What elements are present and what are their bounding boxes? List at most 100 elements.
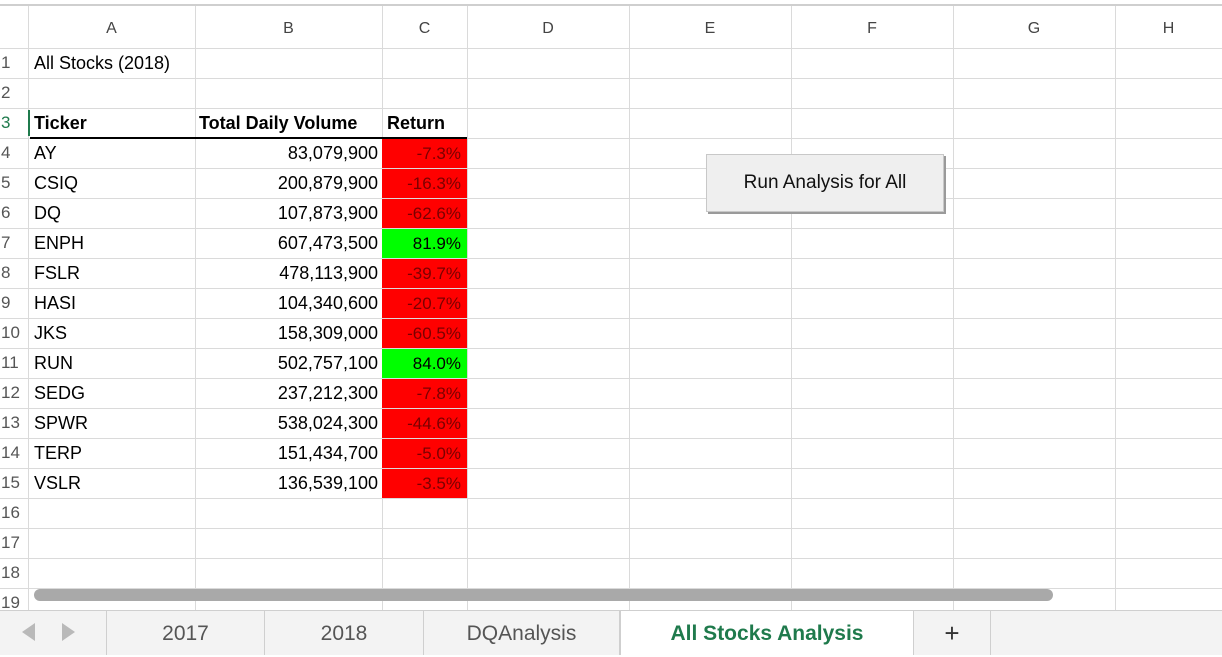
ticker-cell[interactable]: TERP xyxy=(34,443,83,463)
row-header[interactable]: 18 xyxy=(1,563,20,582)
volume-cell[interactable]: 478,113,900 xyxy=(279,263,378,283)
return-cell[interactable]: -44.6% xyxy=(382,409,467,438)
row-divider xyxy=(0,408,1222,409)
ticker-cell[interactable]: JKS xyxy=(34,323,68,343)
row-header[interactable]: 16 xyxy=(1,503,20,522)
sheet-tab-bar: 2017 2018 DQAnalysis All Stocks Analysis + xyxy=(0,610,1222,655)
row-header[interactable]: 6 xyxy=(1,203,11,222)
volume-cell[interactable]: 83,079,900 xyxy=(287,143,378,163)
volume-cell[interactable]: 151,434,700 xyxy=(277,443,378,463)
triangle-left-icon[interactable] xyxy=(22,623,35,641)
row-header[interactable]: 11 xyxy=(1,353,19,372)
return-cell[interactable]: -39.7% xyxy=(382,259,467,288)
return-cell[interactable]: -62.6% xyxy=(382,199,467,228)
row-header[interactable]: 15 xyxy=(1,473,20,492)
row-header[interactable]: 13 xyxy=(1,413,20,432)
ticker-cell[interactable]: ENPH xyxy=(34,233,85,253)
run-analysis-button[interactable]: Run Analysis for All xyxy=(706,154,944,212)
volume-cell[interactable]: 538,024,300 xyxy=(277,413,378,433)
add-sheet-button[interactable]: + xyxy=(914,611,991,655)
return-cell[interactable]: -60.5% xyxy=(382,319,467,348)
column-header-f[interactable]: F xyxy=(867,20,877,37)
return-cell[interactable]: 81.9% xyxy=(382,229,467,258)
sheet-tab[interactable]: DQAnalysis xyxy=(424,611,620,655)
ticker-cell[interactable]: RUN xyxy=(34,353,73,373)
column-header-b[interactable]: B xyxy=(283,20,294,37)
row-header[interactable]: 2 xyxy=(1,83,11,102)
column-header-e[interactable]: E xyxy=(704,20,716,37)
sheet-tab[interactable]: All Stocks Analysis xyxy=(620,611,914,655)
row-divider xyxy=(0,348,1222,349)
row-header[interactable]: 3 xyxy=(1,113,11,132)
return-cell[interactable]: -7.8% xyxy=(382,379,467,408)
sheet-tab[interactable]: 2017 xyxy=(106,611,265,655)
row-header[interactable]: 9 xyxy=(1,293,11,312)
ticker-cell[interactable]: AY xyxy=(34,143,57,163)
ticker-cell[interactable]: SPWR xyxy=(34,413,88,433)
header-ticker[interactable]: Ticker xyxy=(34,113,87,133)
header-underline xyxy=(30,137,467,139)
column-divider xyxy=(791,6,792,610)
return-cell[interactable]: -20.7% xyxy=(382,289,467,318)
volume-cell[interactable]: 502,757,100 xyxy=(277,353,378,373)
ticker-cell[interactable]: VSLR xyxy=(34,473,82,493)
column-header-d[interactable]: D xyxy=(542,20,554,37)
column-header-g[interactable]: G xyxy=(1027,20,1041,37)
row-divider xyxy=(0,78,1222,79)
title-cell[interactable]: All Stocks (2018) xyxy=(34,53,171,73)
column-header-a[interactable]: A xyxy=(106,20,117,37)
header-volume[interactable]: Total Daily Volume xyxy=(199,113,358,133)
row-header[interactable]: 1 xyxy=(1,53,11,72)
row-divider xyxy=(0,588,1222,589)
row-divider xyxy=(0,378,1222,379)
row-divider xyxy=(0,48,1222,49)
ticker-cell[interactable]: HASI xyxy=(34,293,77,313)
return-cell[interactable]: -5.0% xyxy=(382,439,467,468)
row-divider xyxy=(0,528,1222,529)
return-cell[interactable]: -16.3% xyxy=(382,169,467,198)
volume-cell[interactable]: 136,539,100 xyxy=(277,473,378,493)
row-header[interactable]: 14 xyxy=(1,443,20,462)
column-header-c[interactable]: C xyxy=(418,20,431,37)
row-header[interactable]: 5 xyxy=(1,173,11,192)
row-divider xyxy=(0,498,1222,499)
ticker-cell[interactable]: FSLR xyxy=(34,263,81,283)
column-divider xyxy=(28,6,29,610)
return-cell[interactable]: 84.0% xyxy=(382,349,467,378)
column-divider xyxy=(953,6,954,610)
row-header[interactable]: 12 xyxy=(1,383,20,402)
row-divider xyxy=(0,558,1222,559)
volume-cell[interactable]: 158,309,000 xyxy=(277,323,378,343)
top-border xyxy=(0,4,1222,6)
column-header-h[interactable]: H xyxy=(1162,20,1175,37)
ticker-cell[interactable]: SEDG xyxy=(34,383,86,403)
volume-cell[interactable]: 607,473,500 xyxy=(277,233,378,253)
ticker-cell[interactable]: DQ xyxy=(34,203,61,223)
ticker-cell[interactable]: CSIQ xyxy=(34,173,79,193)
row-divider xyxy=(0,228,1222,229)
row-divider xyxy=(0,168,1222,169)
row-divider xyxy=(0,108,1222,109)
return-cell[interactable]: -3.5% xyxy=(382,469,467,498)
volume-cell[interactable]: 104,340,600 xyxy=(277,293,378,313)
row-divider xyxy=(0,138,1222,139)
triangle-right-icon[interactable] xyxy=(62,623,75,641)
return-cell[interactable]: -7.3% xyxy=(382,139,467,168)
header-return[interactable]: Return xyxy=(387,113,445,133)
row-header[interactable]: 7 xyxy=(1,233,11,252)
volume-cell[interactable]: 107,873,900 xyxy=(277,203,378,223)
row-divider xyxy=(0,438,1222,439)
row-header[interactable]: 17 xyxy=(1,533,20,552)
row-header[interactable]: 10 xyxy=(1,323,20,342)
row-header[interactable]: 8 xyxy=(1,263,11,282)
row-divider xyxy=(0,468,1222,469)
row-header[interactable]: 4 xyxy=(1,143,11,162)
row-header[interactable]: 19 xyxy=(1,593,20,610)
sheet-tab[interactable]: 2018 xyxy=(265,611,424,655)
horizontal-scrollbar[interactable] xyxy=(34,589,1053,601)
volume-cell[interactable]: 237,212,300 xyxy=(277,383,378,403)
volume-cell[interactable]: 200,879,900 xyxy=(277,173,378,193)
column-divider xyxy=(467,6,468,610)
row-divider xyxy=(0,198,1222,199)
